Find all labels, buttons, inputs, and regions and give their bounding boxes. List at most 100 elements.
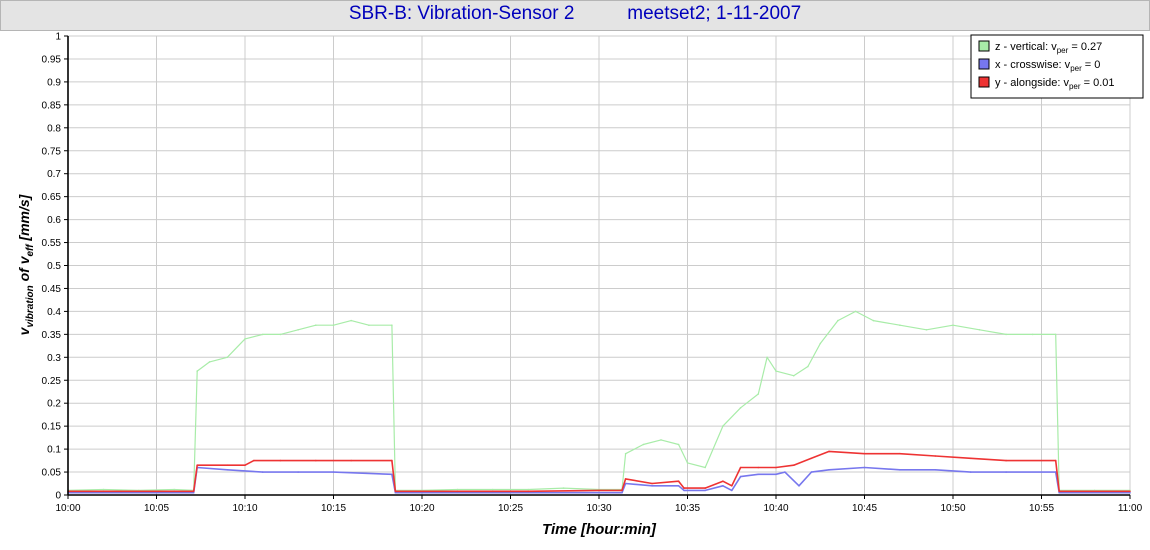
x-tick-label: 10:15: [321, 503, 346, 514]
data-point-y: [1058, 490, 1060, 493]
tick-labels: 10:00 10:05 10:10 10:15 10:20 10:25 10:30 10:35…: [42, 32, 1143, 515]
y-tick-label: 0.75: [42, 146, 62, 157]
data-point-z: [173, 488, 175, 491]
data-point-x: [739, 475, 742, 478]
data-point-y: [624, 478, 627, 480]
y-tick-label: 0.65: [42, 192, 62, 203]
y-tick-label: 0.05: [42, 468, 62, 479]
data-point-z: [775, 370, 777, 372]
data-point-x: [828, 469, 830, 471]
data-point-y: [757, 466, 760, 469]
y-tick-label: 0.7: [47, 169, 61, 180]
y-tick-label: 0.4: [47, 307, 61, 318]
x-tick-label: 10:25: [498, 503, 523, 514]
data-point-z: [332, 324, 335, 327]
data-point-y: [1054, 459, 1057, 462]
data-point-y: [792, 464, 795, 467]
data-point-y: [253, 459, 255, 462]
data-point-z: [208, 361, 211, 363]
series-line-z: [67, 310, 1130, 491]
data-point-x: [120, 491, 122, 494]
series-line-x: [68, 466, 1130, 494]
y-tick-label: 0.25: [42, 376, 62, 387]
data-point-z: [819, 342, 822, 345]
data-point-z: [244, 338, 246, 340]
data-point-z: [279, 333, 282, 336]
data-point-x: [1054, 471, 1057, 473]
legend[interactable]: z - vertical: vper = 0.27 x - crosswise: …: [970, 34, 1144, 99]
data-point-x: [863, 466, 866, 469]
legend-swatch-z[interactable]: [978, 40, 990, 52]
y-tick-label: 0.35: [42, 330, 62, 341]
data-point-x: [1129, 491, 1131, 494]
legend-label-z[interactable]: z - vertical: vper = 0.27: [995, 41, 1102, 55]
y-tick-label: 0.9: [47, 77, 61, 88]
data-point-y: [456, 490, 459, 493]
data-point-z: [722, 425, 724, 427]
legend-label-y[interactable]: y - alongside: vper = 0.01: [995, 77, 1115, 91]
data-point-y: [739, 466, 742, 469]
data-point-z: [492, 488, 494, 491]
grid: [67, 35, 1131, 496]
data-point-x: [394, 491, 397, 494]
data-point-y: [828, 450, 830, 453]
legend-swatch-y[interactable]: [978, 76, 990, 88]
data-point-y: [598, 489, 600, 492]
y-axis-title: vvibration of veff [mm/s]: [16, 193, 36, 335]
data-point-y: [120, 490, 122, 493]
data-point-z: [925, 329, 928, 331]
y-tick-label: 0.15: [42, 422, 62, 433]
data-point-z: [368, 324, 370, 327]
legend-swatch-x[interactable]: [978, 58, 990, 70]
data-point-y: [899, 452, 901, 455]
data-point-z: [226, 356, 229, 359]
data-point-z: [757, 393, 760, 395]
data-point-y: [244, 464, 246, 467]
x-tick-label: 10:20: [409, 503, 434, 514]
legend-label-x[interactable]: x - crosswise: vper = 0: [995, 59, 1100, 73]
data-point-y: [391, 459, 393, 462]
data-point-z: [660, 439, 662, 441]
data-point-z: [624, 452, 627, 455]
data-point-y: [651, 482, 653, 485]
data-point-y: [196, 464, 198, 467]
data-point-x: [934, 469, 937, 471]
data-point-y: [704, 487, 706, 489]
data-point-y: [731, 485, 733, 487]
data-point-x: [624, 482, 627, 485]
data-point-z: [456, 488, 459, 491]
data-point-z: [686, 462, 689, 464]
data-point-x: [261, 471, 264, 473]
data-point-y: [1005, 459, 1007, 462]
data-point-x: [192, 491, 195, 494]
data-point-x: [651, 485, 653, 487]
data-point-z: [807, 365, 809, 368]
legend-box: [970, 34, 1144, 99]
x-tick-label: 10:55: [1029, 503, 1054, 514]
axis-titles: Time [hour:min] vvibration of veff [mm/s]: [16, 193, 657, 538]
data-point-y: [192, 490, 195, 493]
y-tick-label: 0.95: [42, 54, 62, 65]
data-point-y: [934, 455, 937, 457]
axes: [64, 35, 1131, 499]
x-tick-label: 10:45: [852, 503, 877, 514]
data-point-z: [1054, 333, 1057, 336]
chart-title-bar: SBR-B: Vibration-Sensor 2 meetset2; 1-11…: [0, 0, 1150, 31]
data-point-x: [677, 485, 680, 487]
x-tick-label: 10:10: [232, 503, 257, 514]
y-tick-label: 0.3: [47, 353, 61, 364]
data-point-x: [391, 473, 393, 476]
x-tick-label: 10:05: [144, 503, 169, 514]
y-tick-label: 0.55: [42, 238, 62, 249]
data-point-y: [722, 480, 724, 483]
data-point-x: [704, 489, 706, 492]
data-point-y: [315, 459, 317, 462]
data-point-z: [978, 329, 981, 331]
y-tick-label: 1: [55, 32, 61, 43]
data-point-z: [261, 333, 264, 336]
data-point-z: [872, 319, 875, 322]
data-point-x: [621, 491, 623, 494]
data-point-z: [837, 319, 839, 322]
data-point-x: [297, 471, 299, 473]
